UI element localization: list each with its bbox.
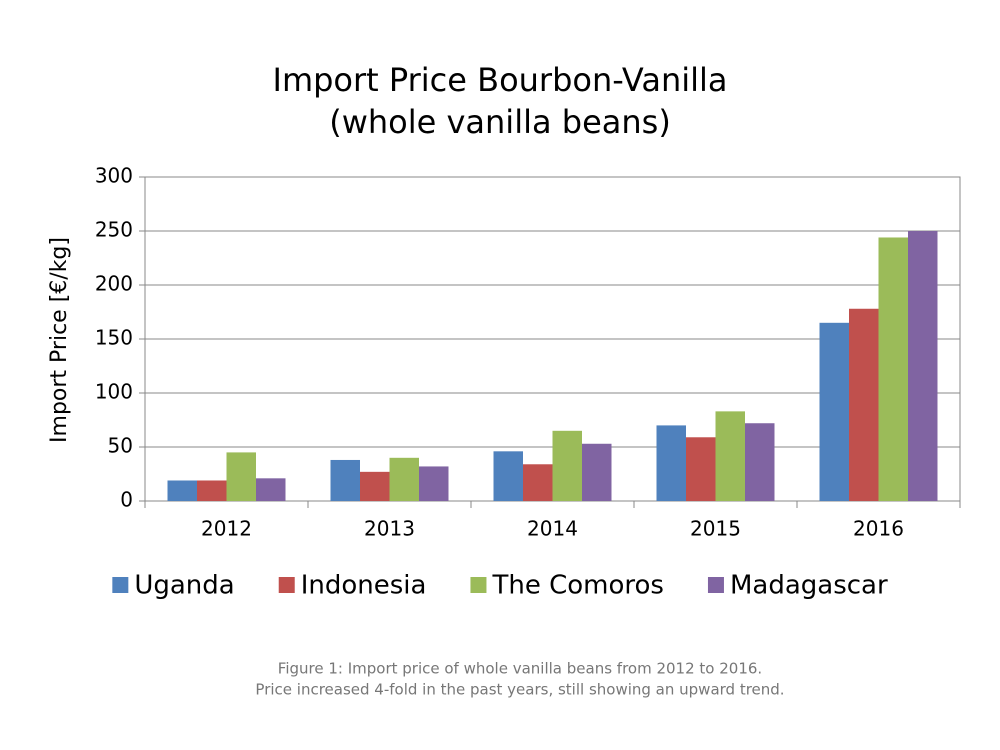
legend-swatch	[278, 577, 295, 593]
bar	[493, 451, 523, 501]
y-tick-label: 0	[120, 488, 133, 512]
x-tick-label: 2012	[201, 517, 252, 541]
chart-subtitle: (whole vanilla beans)	[329, 103, 671, 141]
bar	[256, 478, 286, 501]
y-tick-label: 250	[95, 218, 133, 242]
legend-label: The Comoros	[491, 571, 664, 601]
bar	[849, 308, 879, 501]
bar	[819, 322, 849, 501]
bar	[389, 457, 419, 501]
y-tick-label: 50	[108, 434, 133, 458]
x-tick-label: 2016	[853, 517, 904, 541]
legend-label: Madagascar	[730, 571, 888, 601]
x-tick-label: 2015	[690, 517, 741, 541]
bar	[878, 237, 908, 502]
bar	[360, 471, 390, 501]
bar	[330, 459, 360, 501]
bar	[419, 466, 449, 501]
bar	[552, 430, 582, 501]
bar	[715, 411, 745, 501]
y-axis-label: Import Price [€/kg]	[47, 237, 72, 443]
legend-swatch	[470, 577, 487, 593]
legend-label: Uganda	[134, 571, 234, 601]
bar	[226, 452, 256, 501]
x-tick-label: 2014	[527, 517, 578, 541]
caption: Figure 1: Import price of whole vanilla …	[278, 660, 762, 678]
bar	[582, 443, 612, 501]
bar	[167, 480, 197, 501]
chart-title: Import Price Bourbon-Vanilla	[273, 61, 728, 99]
bar	[908, 231, 938, 501]
legend-swatch	[112, 577, 129, 593]
y-tick-label: 150	[95, 326, 133, 350]
x-tick-label: 2013	[364, 517, 415, 541]
bar	[656, 425, 686, 501]
caption: Price increased 4-fold in the past years…	[255, 681, 784, 699]
legend-label: Indonesia	[301, 571, 427, 601]
y-tick-label: 200	[95, 272, 133, 296]
legend-swatch	[707, 577, 724, 593]
y-tick-label: 300	[95, 164, 133, 188]
bar	[197, 480, 227, 501]
bar	[745, 423, 775, 501]
y-tick-label: 100	[95, 380, 133, 404]
bar	[686, 437, 716, 501]
bar	[523, 464, 553, 501]
